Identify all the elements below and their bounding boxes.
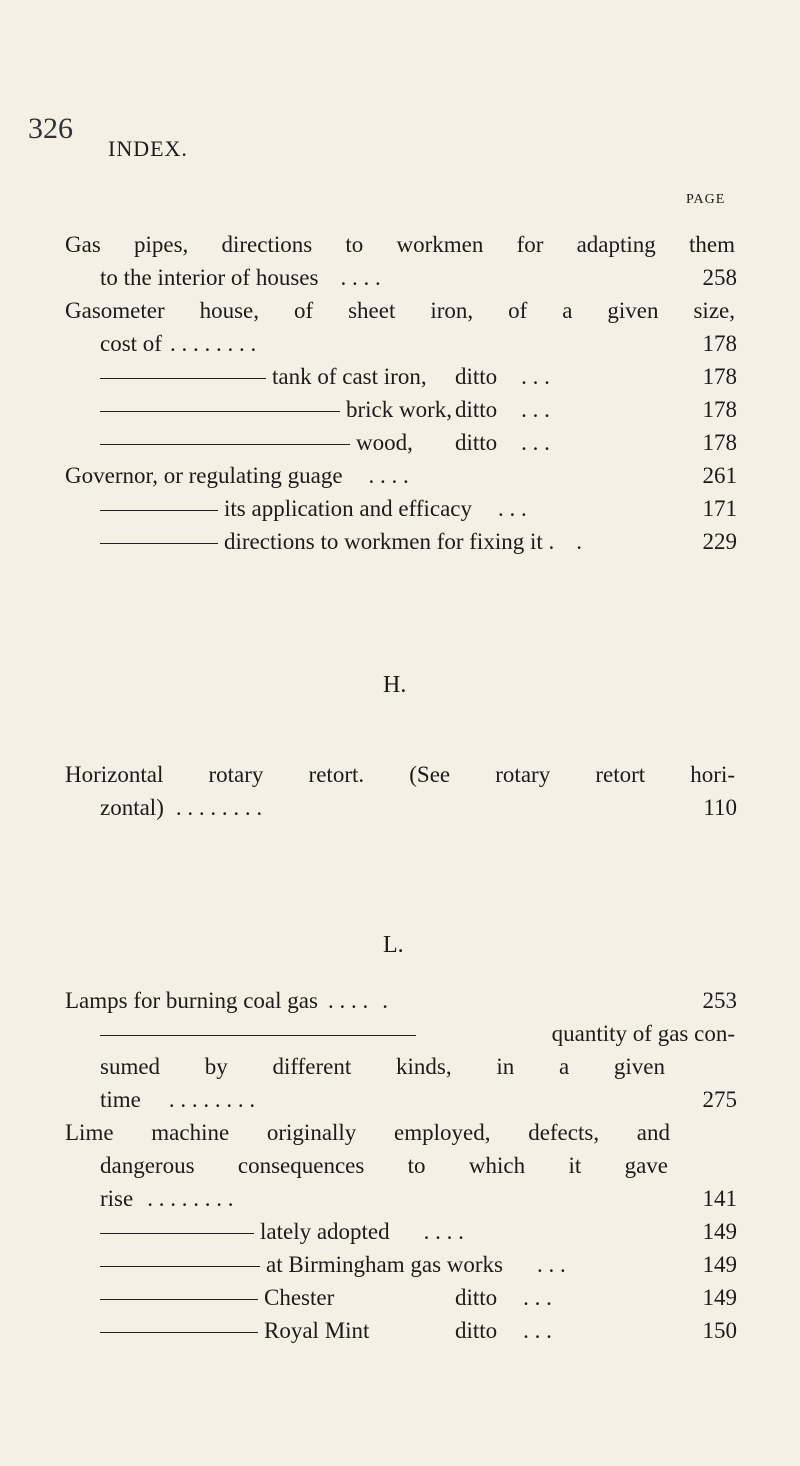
page-ref: 275 (702, 1087, 738, 1112)
page-number: 326 (28, 112, 73, 145)
entry-governor-directions: directions to workmen for fixing it .. (100, 527, 582, 557)
entry-tank: tank of cast iron, (100, 362, 427, 392)
entry-continuation: to the interior of houses . . . . (100, 263, 381, 293)
entry-text: to the interior of houses (100, 265, 319, 290)
ditto-label: ditto. . . (455, 364, 550, 389)
entry-continuation: zontal). . . . . . . . (100, 795, 263, 820)
page-ref: 149 (702, 1219, 738, 1244)
section-heading-h: H. (383, 672, 407, 698)
entry-continuation: rise. . . . . . . . (100, 1186, 234, 1211)
entry-text: tank of cast iron, (272, 364, 427, 389)
page-ref: 110 (703, 795, 737, 820)
entry-horizontal-retort: Horizontal rotary retort. (See rotary re… (65, 762, 735, 787)
entry-text: zontal) (100, 795, 164, 820)
ditto-dash (100, 1332, 258, 1334)
entry-lime-lately: lately adopted. . . . (100, 1217, 464, 1247)
entry-lamps: Lamps for burning coal gas. . . .. (65, 988, 388, 1013)
entry-continuation: sumed by different kinds, in a given (100, 1054, 665, 1079)
page-ref: 253 (702, 988, 738, 1013)
entry-lime-machine: Lime machine originally employed, defect… (65, 1120, 670, 1145)
ditto-dash (100, 543, 218, 545)
entry-text: wood, (356, 430, 413, 455)
ditto-dash (100, 1233, 254, 1235)
entry-text: Lamps for burning coal gas (65, 988, 318, 1013)
entry-text: directions to workmen for fixing it . (224, 529, 555, 554)
entry-lamps-quantity: quantity of gas con- (100, 1019, 735, 1049)
entry-text: brick work, (346, 397, 453, 422)
entry-text: Governor, or regulating guage (65, 463, 343, 488)
section-heading-l: L. (383, 932, 404, 958)
page-ref: 149 (702, 1252, 738, 1277)
page-ref: 178 (702, 430, 738, 455)
ditto-label: ditto. . . (455, 1285, 552, 1310)
ditto-dash (100, 510, 218, 512)
entry-governor-application: its application and efficacy. . . (100, 494, 527, 524)
entry-continuation: cost of . . . . . . . . (100, 329, 256, 359)
page-ref: 178 (702, 331, 738, 356)
entry-gasometer: Gasometer house, of sheet iron, of a giv… (65, 298, 735, 323)
ditto-dash (100, 411, 340, 413)
entry-brick-work: brick work, (100, 395, 452, 425)
entry-continuation: dangerous consequences to which it gave (100, 1153, 668, 1178)
entry-text: quantity of gas con- (551, 1021, 735, 1046)
page-ref: 261 (702, 463, 738, 488)
entry-lime-chester: Chester (100, 1283, 334, 1313)
entry-text: cost of (100, 331, 162, 356)
page-column-label: PAGE (686, 192, 726, 207)
ditto-dash (100, 444, 350, 446)
entry-lime-royal-mint: Royal Mint (100, 1316, 369, 1346)
ditto-dash (100, 1299, 258, 1301)
ditto-dash (100, 1266, 260, 1268)
page-ref: 150 (702, 1318, 738, 1343)
page-ref: 178 (702, 364, 738, 389)
entry-continuation: time. . . . . . . . (100, 1087, 256, 1112)
page-ref: 178 (702, 397, 738, 422)
running-title: INDEX. (108, 136, 188, 161)
page-ref: 258 (702, 265, 738, 290)
entry-governor: Governor, or regulating guage. . . . (65, 463, 409, 488)
leader-dots: . . . . . . . . (169, 331, 257, 356)
ditto-dash (100, 378, 266, 380)
page-ref: 229 (702, 529, 738, 554)
ditto-label: ditto. . . (455, 397, 550, 422)
ditto-label: ditto. . . (455, 1318, 552, 1343)
ditto-label: ditto. . . (455, 430, 550, 455)
entry-wood: wood, (100, 428, 413, 458)
entry-text: its application and efficacy (224, 496, 473, 521)
page-ref: 141 (702, 1186, 738, 1211)
leader-dots: . . . . (340, 265, 381, 290)
page-ref: 149 (702, 1285, 738, 1310)
entry-lime-birmingham: at Birmingham gas works. . . (100, 1250, 566, 1280)
page-ref: 171 (702, 496, 738, 521)
ditto-dash (100, 1035, 416, 1037)
entry-gas-pipes: Gas pipes, directions to workmen for ada… (65, 232, 735, 257)
